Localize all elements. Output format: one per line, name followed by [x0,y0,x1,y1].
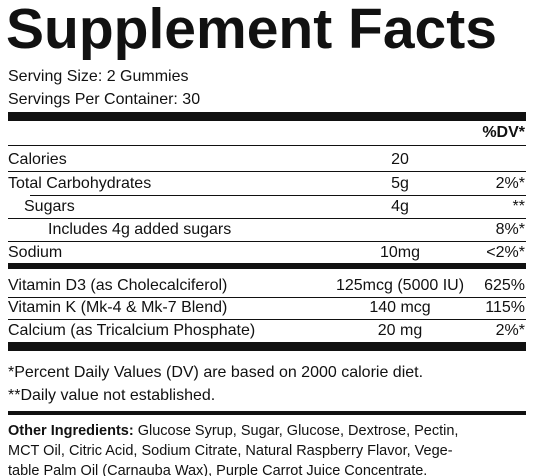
amount: 125mcg (5000 IU) [335,277,465,294]
amount: 20 [391,151,409,168]
ingredients-line: Other Ingredients: Glucose Syrup, Sugar, … [8,421,458,441]
rule [8,171,526,172]
rule [8,319,526,320]
ingredients-line: table Palm Oil (Carnauba Wax), Purple Ca… [8,461,427,476]
amount: 4g [391,198,409,215]
nutrient-name: Calories [8,151,67,168]
footnote: **Daily value not established. [8,387,216,404]
thick-rule [8,112,526,121]
nutrient-name: Total Carbohydrates [8,175,152,192]
daily-value: ** [512,198,525,215]
footnote: *Percent Daily Values (DV) are based on … [8,364,424,381]
amount: 10mg [379,244,421,261]
amount: 20 mg [377,322,423,339]
daily-value: 8%* [495,221,525,238]
thick-rule [8,342,526,351]
ingredients-text: MCT Oil, Citric Acid, Sodium Citrate, Na… [8,443,453,459]
daily-value: 2%* [495,322,525,339]
daily-value: <2%* [486,244,525,261]
amount: 5g [391,175,409,192]
rule [8,145,526,146]
thick-rule [8,263,526,269]
serving-size: Serving Size: 2 Gummies [8,68,189,85]
daily-value: 115% [485,299,525,316]
daily-value: 2%* [495,175,525,192]
dv-header: %DV* [482,124,525,141]
servings-per-container: Servings Per Container: 30 [8,91,201,108]
rule [30,195,526,196]
nutrient-name: Vitamin K (Mk-4 & Mk-7 Blend) [8,299,228,316]
nutrient-name: Calcium (as Tricalcium Phosphate) [8,322,256,339]
ingredients-line: MCT Oil, Citric Acid, Sodium Citrate, Na… [8,441,453,461]
nutrient-name: Sodium [8,244,63,261]
rule [8,241,526,242]
nutrient-name: Includes 4g added sugars [48,221,232,238]
daily-value: 625% [484,277,525,294]
ingredients-label: Other Ingredients: [8,423,134,439]
ingredients-text: table Palm Oil (Carnauba Wax), Purple Ca… [8,463,428,476]
ingredients-text: Glucose Syrup, Sugar, Glucose, Dextrose,… [137,423,459,439]
nutrient-name: Vitamin D3 (as Cholecalciferol) [8,277,228,294]
rule [8,218,526,219]
title: Supplement Facts [6,0,497,61]
rule [8,297,526,298]
thick-rule [8,411,526,415]
nutrient-name: Sugars [24,198,75,215]
amount: 140 mcg [369,299,431,316]
